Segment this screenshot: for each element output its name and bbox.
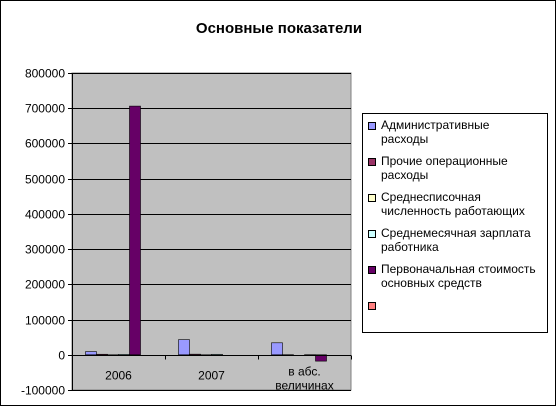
bar (96, 353, 108, 356)
y-tick-label: 600000 (25, 137, 65, 151)
legend-label: Прочие операционные расходы (381, 154, 508, 182)
plot-background (71, 72, 352, 391)
bar (189, 353, 201, 356)
legend-item: Административные расходы (368, 118, 545, 146)
legend-item: Прочие операционные расходы (368, 154, 545, 182)
bar (85, 351, 97, 356)
legend-swatch (368, 302, 376, 310)
bar (129, 105, 141, 356)
legend-label: Административные расходы (381, 118, 490, 146)
y-tick-label: 500000 (25, 173, 65, 187)
bar (211, 353, 223, 356)
legend: Административные расходы Прочие операционн… (362, 113, 548, 333)
y-tick-label: 300000 (25, 243, 65, 257)
bar (315, 354, 327, 362)
legend-swatch (368, 266, 376, 274)
legend-swatch (368, 122, 376, 130)
y-tick-label: 200000 (25, 278, 65, 292)
legend-item: Первоначальная стоимость основных средств (368, 262, 545, 290)
legend-item: Среднесписочная численность работающих (368, 190, 545, 218)
legend-item (368, 298, 545, 310)
bar (271, 342, 283, 356)
legend-label: Среднемесячная зарплата работника (381, 226, 531, 254)
legend-swatch (368, 158, 376, 166)
legend-item: Среднемесячная зарплата работника (368, 226, 545, 254)
legend-swatch (368, 230, 376, 238)
y-tick-label: -100000 (21, 384, 65, 398)
x-tick-label: в абс. величинах (275, 365, 333, 393)
y-tick-label: 100000 (25, 314, 65, 328)
x-tick-label: 2006 (105, 369, 132, 383)
y-tick-label: 400000 (25, 208, 65, 222)
x-tick-label: 2007 (198, 369, 225, 383)
bar (178, 339, 190, 356)
legend-swatch (368, 194, 376, 202)
legend-label: Среднесписочная численность работающих (381, 190, 525, 218)
legend-label: Первоначальная стоимость основных средств (381, 262, 536, 290)
y-tick-label: 700000 (25, 102, 65, 116)
y-tick-label: 0 (58, 349, 65, 363)
y-tick-label: 800000 (25, 67, 65, 81)
plot-area: -100000 0 100000 200000 300000 400000 500000 60… (21, 67, 352, 398)
chart-title: Основные показатели (196, 20, 362, 37)
